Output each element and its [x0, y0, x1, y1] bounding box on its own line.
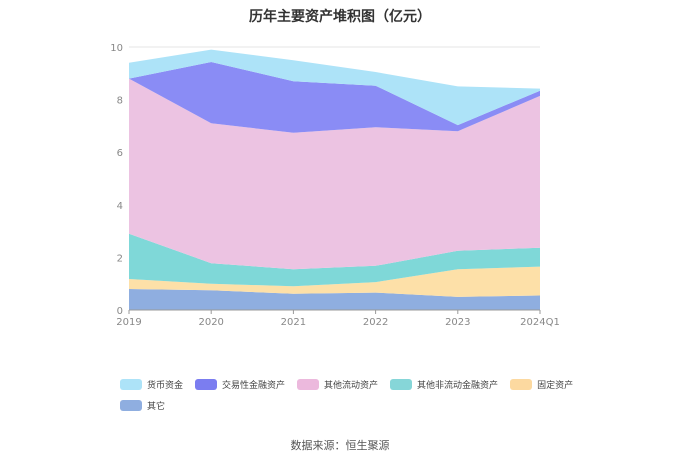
legend-swatch	[195, 379, 218, 390]
legend-swatch	[120, 400, 142, 411]
x-tick-label-2022: 2022	[363, 317, 388, 328]
legend-item[interactable]: 固定资产	[510, 378, 573, 391]
x-tick-label-2019: 2019	[116, 317, 141, 328]
legend-item[interactable]: 其他流动资产	[297, 378, 378, 391]
y-tick-label-6: 6	[117, 148, 123, 159]
area-series-2	[129, 233, 540, 287]
legend-label: 货币资金	[147, 381, 184, 391]
legend-swatch	[510, 379, 533, 390]
area-series-1	[129, 266, 540, 297]
area-series-0	[129, 289, 540, 310]
legend-label: 其他非流动金融资产	[417, 381, 499, 391]
area-series-5	[129, 49, 540, 126]
legend-swatch	[297, 379, 320, 390]
area-series-3	[129, 78, 540, 270]
legend-swatch	[390, 379, 413, 390]
legend-item[interactable]: 其它	[120, 399, 165, 412]
y-tick-label-10: 10	[110, 43, 123, 54]
legend-label: 交易性金融资产	[222, 381, 286, 391]
x-tick-label-2024Q1: 2024Q1	[520, 317, 560, 328]
stacked-area-chart: 0 2 4 6 8 10 2019 2020 2021 2022 2023 2024Q1	[110, 43, 560, 328]
y-tick-label-4: 4	[117, 201, 123, 212]
y-tick-label-8: 8	[117, 96, 123, 107]
legend-item[interactable]: 货币资金	[120, 378, 183, 391]
source-note: 数据来源：恒生聚源	[290, 439, 390, 452]
legend-item[interactable]: 其他非流动金融资产	[390, 378, 498, 391]
x-tick-label-2020: 2020	[198, 317, 223, 328]
legend-label: 其他流动资产	[324, 381, 379, 391]
chart-legend: 货币资金 交易性金融资产 其他流动资产 其他非流动金融资产 固定资产其它	[120, 378, 580, 412]
legend-label: 其它	[147, 402, 166, 412]
x-tick-label-2021: 2021	[281, 317, 306, 328]
legend-item[interactable]: 交易性金融资产	[195, 378, 285, 391]
y-tick-label-0: 0	[117, 306, 123, 317]
legend-label: 固定资产	[537, 381, 574, 391]
legend-swatch	[120, 379, 142, 390]
chart-title: 历年主要资产堆积图（亿元）	[249, 9, 431, 25]
area-series-4	[129, 62, 540, 133]
x-tick-label-2023: 2023	[445, 317, 470, 328]
y-tick-label-2: 2	[117, 253, 123, 264]
